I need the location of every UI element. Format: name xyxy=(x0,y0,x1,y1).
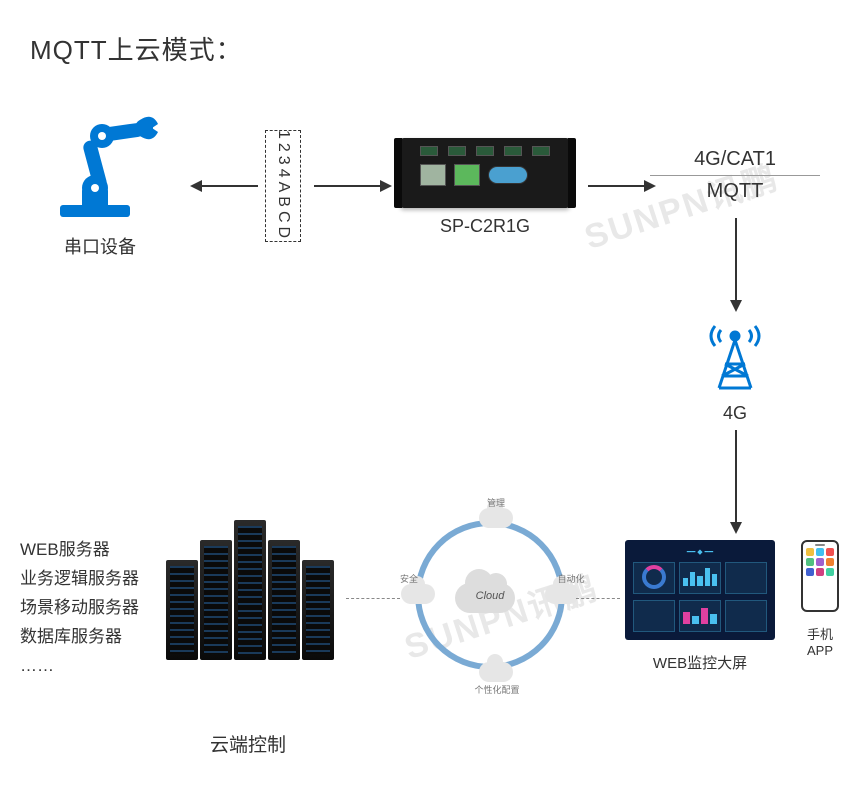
arrow xyxy=(314,185,382,187)
cloud-center-label: Cloud xyxy=(476,590,505,602)
server-labels: WEB服务器 业务逻辑服务器 场景移动服务器 数据库服务器 …… xyxy=(20,536,139,680)
cloud-mini-label: 安全 xyxy=(389,572,429,585)
cloud-mini-label: 管理 xyxy=(476,496,516,509)
robot-arm-icon xyxy=(40,110,160,220)
cloud-node: 管理 自动化 个性化配置 安全 Cloud xyxy=(405,520,575,670)
gateway-label: SP-C2R1G xyxy=(395,216,575,237)
dashboard-node: ━━ ◆ ━━ WEB监控大屏 xyxy=(625,540,775,673)
dashed-connector xyxy=(346,598,400,599)
phone-label: 手机APP xyxy=(795,624,845,658)
page-title: MQTT上云模式： xyxy=(30,30,243,67)
server-label-line: 数据库服务器 xyxy=(20,623,139,652)
server-rack-icon xyxy=(160,520,340,660)
protocol-line2: MQTT xyxy=(650,176,820,203)
gateway-node: SP-C2R1G xyxy=(395,138,575,237)
arrow-head xyxy=(380,180,392,192)
cloud-control-label: 云端控制 xyxy=(210,730,286,757)
data-box-text: 1234ABCD xyxy=(274,130,292,242)
arrow-head xyxy=(644,180,656,192)
arrow-head xyxy=(730,300,742,312)
data-box: 1234ABCD xyxy=(265,130,301,242)
arrow xyxy=(735,218,737,302)
cloud-mini-label: 自动化 xyxy=(551,572,591,585)
arrow xyxy=(588,185,646,187)
protocol-label: 4G/CAT1 MQTT xyxy=(650,148,820,203)
arrow-head xyxy=(730,522,742,534)
server-label-line: …… xyxy=(20,652,139,681)
arrow xyxy=(735,430,737,524)
dashed-connector xyxy=(576,598,620,599)
protocol-line1: 4G/CAT1 xyxy=(650,148,820,176)
serial-device-node: 串口设备 xyxy=(30,110,170,259)
cloud-ring-icon: 管理 自动化 个性化配置 安全 Cloud xyxy=(415,520,565,670)
dashboard-screen-icon: ━━ ◆ ━━ xyxy=(625,540,775,640)
server-label-line: 业务逻辑服务器 xyxy=(20,565,139,594)
server-label-line: WEB服务器 xyxy=(20,536,139,565)
arrow-head xyxy=(190,180,202,192)
gateway-device-icon xyxy=(400,138,570,208)
antenna-tower-icon xyxy=(705,310,765,390)
cloud-mini-label: 个性化配置 xyxy=(469,683,525,696)
tower-label: 4G xyxy=(700,403,770,424)
servers-node xyxy=(160,520,340,660)
arrow xyxy=(200,185,258,187)
server-label-line: 场景移动服务器 xyxy=(20,594,139,623)
dashboard-label: WEB监控大屏 xyxy=(625,652,775,673)
tower-node: 4G xyxy=(700,310,770,424)
serial-device-label: 串口设备 xyxy=(30,233,170,259)
phone-icon xyxy=(801,540,839,612)
phone-node: 手机APP xyxy=(795,540,845,658)
